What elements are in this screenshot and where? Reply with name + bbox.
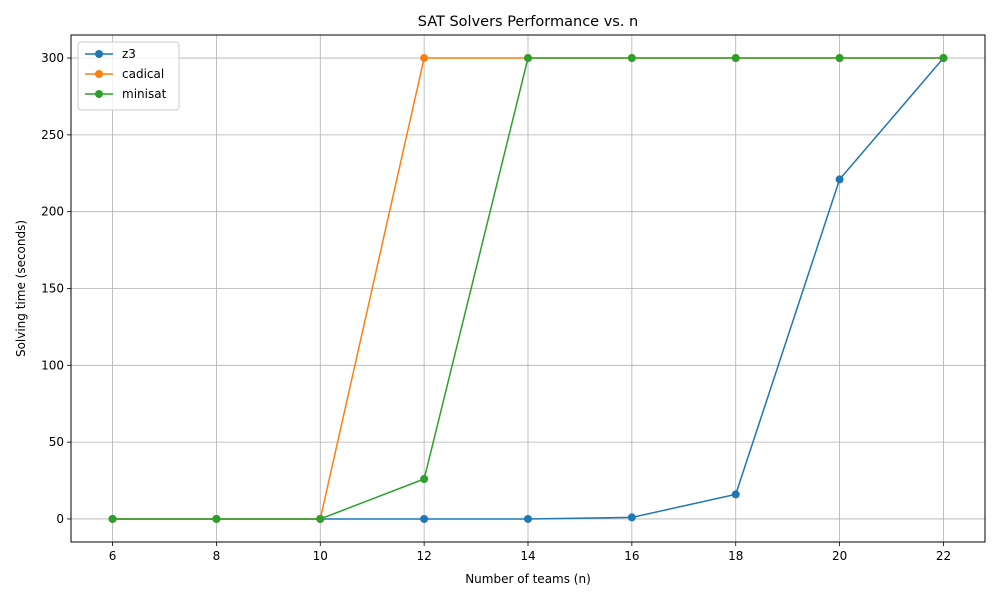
- y-tick-label: 0: [56, 512, 64, 526]
- data-point-z3: [731, 490, 740, 499]
- legend-marker: [95, 70, 103, 78]
- grid: [71, 35, 985, 542]
- y-tick-label: 50: [49, 435, 64, 449]
- x-tick-label: 14: [520, 549, 535, 563]
- x-tick-label: 6: [109, 549, 117, 563]
- data-point-minisat: [108, 514, 117, 523]
- series-minisat: [108, 54, 948, 523]
- y-tick-label: 300: [41, 51, 64, 65]
- legend-label: minisat: [122, 87, 167, 101]
- data-point-minisat: [524, 54, 532, 63]
- data-point-minisat: [420, 475, 429, 484]
- y-tick-label: 250: [41, 128, 64, 142]
- x-tick-label: 18: [728, 549, 743, 563]
- x-tick-label: 22: [936, 549, 951, 563]
- data-point-minisat: [731, 54, 740, 63]
- y-tick-label: 150: [41, 282, 64, 296]
- plot-series: [108, 54, 948, 523]
- x-axis-ticks: 6 8 10 12 14 16 18 20 22: [109, 542, 951, 563]
- legend-marker: [95, 50, 103, 58]
- x-axis-label: Number of teams (n): [465, 572, 591, 586]
- legend-label: z3: [122, 47, 136, 61]
- legend-item-z3: z3: [85, 47, 136, 61]
- x-tick-label: 16: [624, 549, 639, 563]
- x-tick-label: 8: [213, 549, 221, 563]
- data-point-z3: [835, 175, 844, 184]
- data-point-z3: [524, 514, 532, 523]
- chart-title: SAT Solvers Performance vs. n: [418, 14, 639, 30]
- data-point-minisat: [627, 54, 636, 63]
- data-point-minisat: [316, 514, 325, 523]
- y-axis-label: Solving time (seconds): [14, 220, 28, 357]
- x-tick-label: 10: [313, 549, 328, 563]
- legend-box: [77, 41, 180, 111]
- legend-marker: [95, 90, 103, 98]
- y-tick-label: 200: [41, 205, 64, 219]
- x-tick-label: 12: [416, 549, 431, 563]
- data-point-z3: [420, 514, 429, 523]
- legend-item-cadical: cadical: [85, 67, 164, 81]
- data-point-minisat: [939, 54, 948, 63]
- legend-label: cadical: [122, 67, 164, 81]
- legend: z3 cadical minisat: [77, 41, 180, 111]
- y-axis-ticks: 0 50 100 150 200 250 300: [41, 51, 71, 526]
- data-point-minisat: [212, 514, 221, 523]
- y-tick-label: 100: [41, 358, 64, 372]
- data-point-z3: [627, 513, 636, 522]
- x-tick-label: 20: [832, 549, 847, 563]
- data-point-minisat: [835, 54, 844, 63]
- data-point-cadical: [420, 54, 429, 63]
- legend-item-minisat: minisat: [85, 87, 167, 101]
